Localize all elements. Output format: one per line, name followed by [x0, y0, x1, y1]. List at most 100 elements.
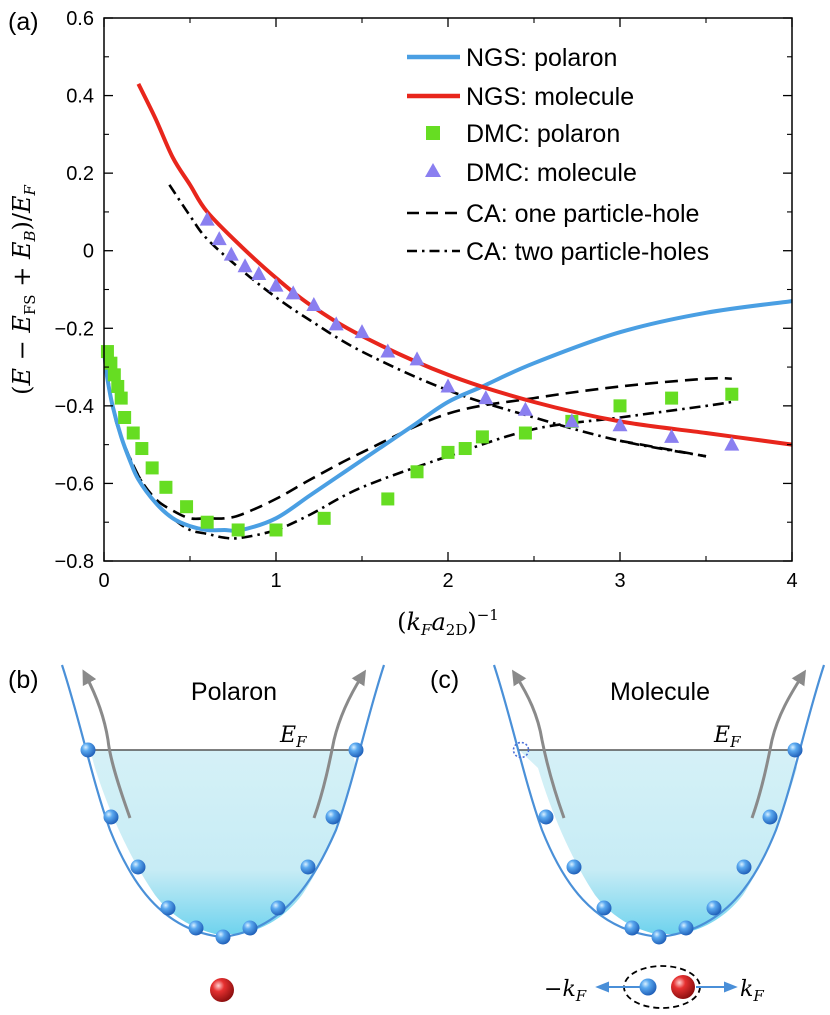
fermion: [787, 742, 803, 758]
legend-swatch-dmc-polaron: [426, 126, 440, 140]
fermion: [651, 929, 667, 945]
diagram-panel-molecule: (c) Molecule EF −kF kF: [430, 664, 826, 1009]
fermion: [706, 900, 722, 916]
legend-label-ca-one: CA: one particle-hole: [466, 200, 699, 228]
minus-kf-label: −kF: [544, 977, 587, 1005]
impurity: [671, 975, 695, 999]
point-dmc-polaron: [518, 426, 532, 440]
fermion-set-c: [538, 742, 803, 945]
fermion: [270, 900, 286, 916]
point-dmc-polaron: [665, 391, 679, 405]
molecule-title: Molecule: [610, 678, 710, 706]
point-dmc-polaron: [725, 387, 739, 401]
y-tick-label: −0.6: [55, 473, 94, 495]
point-dmc-molecule: [306, 297, 322, 312]
point-dmc-molecule: [237, 258, 253, 273]
fermion: [348, 742, 364, 758]
point-dmc-polaron: [613, 399, 627, 413]
fermion: [762, 809, 778, 825]
fermion: [188, 920, 204, 936]
point-dmc-molecule: [724, 436, 740, 451]
impurity: [210, 978, 234, 1002]
fermion: [130, 859, 146, 875]
plot-frame: [103, 17, 793, 562]
point-dmc-polaron: [317, 511, 331, 525]
fermion-set-b: [80, 742, 364, 945]
point-dmc-molecule: [517, 401, 533, 416]
ticks-layer: 0 1 2 3 4 −0.8 −0.6 −0.4 −0.2 0 0.2 0.4 0.6: [55, 8, 798, 592]
x-axis-label: (kFa2D)−1: [397, 606, 499, 639]
fermi-level-label-b: EF: [279, 723, 307, 751]
fermi-sea: [90, 750, 356, 934]
y-tick-label: 0.4: [66, 86, 94, 108]
series-dmc-polaron: [100, 345, 739, 537]
point-dmc-polaron: [381, 492, 395, 506]
chart-panel-a: (a) 0 1 2 3 4 −0.8 −0.6 −0.4 −0.2 0 0.2 0.4 0.6 (E −…: [8, 8, 798, 639]
point-dmc-molecule: [664, 428, 680, 443]
point-dmc-molecule: [478, 390, 494, 405]
fermion: [160, 900, 176, 916]
point-dmc-polaron: [126, 426, 140, 440]
y-axis-label: (E − EFS + EB)/EF: [8, 185, 39, 395]
paired-fermion: [639, 978, 657, 996]
point-dmc-polaron: [441, 445, 455, 459]
point-dmc-molecule: [268, 277, 284, 292]
point-dmc-polaron: [475, 430, 489, 444]
series-ca-molecule-dash-dot: [168, 184, 707, 458]
legend-label-ca-two: CA: two particle-holes: [466, 238, 709, 266]
point-dmc-molecule: [354, 324, 370, 339]
fermion: [736, 859, 752, 875]
y-tick-label: 0.6: [66, 8, 94, 30]
plus-kf-label: kF: [740, 977, 764, 1005]
series-ngs-polaron: [102, 299, 793, 533]
point-dmc-polaron: [118, 410, 132, 424]
fermion: [678, 920, 694, 936]
y-tick-label: 0: [83, 241, 94, 263]
point-dmc-molecule: [440, 378, 456, 393]
y-tick-label: −0.4: [55, 396, 94, 418]
fermion: [242, 920, 258, 936]
y-tick-label: −0.2: [55, 318, 94, 340]
series-ca-molecule-dashed: [619, 439, 707, 458]
x-tick-label: 3: [614, 570, 625, 592]
point-dmc-molecule: [409, 351, 425, 366]
point-dmc-molecule: [328, 316, 344, 331]
point-dmc-polaron: [410, 465, 424, 479]
point-dmc-molecule: [251, 265, 267, 280]
panel-label-b: (b): [8, 666, 39, 694]
x-tick-label: 4: [786, 570, 797, 592]
point-dmc-polaron: [145, 461, 159, 475]
point-dmc-polaron: [458, 442, 472, 456]
line-ngs-polaron: [102, 299, 793, 533]
point-dmc-polaron: [114, 391, 128, 405]
legend-label-ngs-polaron: NGS: polaron: [466, 44, 617, 72]
fermion: [215, 929, 231, 945]
excitation-arrow-left: [511, 669, 566, 819]
point-dmc-polaron: [180, 500, 194, 514]
fermi-sea: [519, 750, 797, 934]
point-dmc-polaron: [111, 379, 125, 393]
point-dmc-molecule: [564, 413, 580, 428]
point-dmc-polaron: [231, 523, 245, 537]
legend-swatch-dmc-molecule: [425, 163, 441, 177]
x-tick-label: 1: [270, 570, 281, 592]
point-dmc-molecule: [612, 417, 628, 432]
series-ca-one-particle-hole: [102, 351, 732, 521]
x-tick-label: 2: [442, 570, 453, 592]
point-dmc-molecule: [380, 343, 396, 358]
fermion: [596, 900, 612, 916]
x-tick-label: 0: [98, 570, 109, 592]
polaron-title: Polaron: [191, 678, 277, 706]
excitation-arrow-right: [312, 669, 367, 819]
fermion: [103, 809, 119, 825]
diagram-panel-polaron: (b) Polaron EF: [8, 664, 386, 1002]
hole: [512, 741, 530, 759]
series-dmc-molecule: [199, 211, 740, 451]
fermion: [80, 742, 96, 758]
line-ca-molecule-dash-dot: [168, 184, 707, 458]
point-dmc-polaron: [100, 345, 114, 359]
fermion: [566, 859, 582, 875]
series-layer: [100, 83, 793, 540]
point-dmc-polaron: [135, 442, 149, 456]
